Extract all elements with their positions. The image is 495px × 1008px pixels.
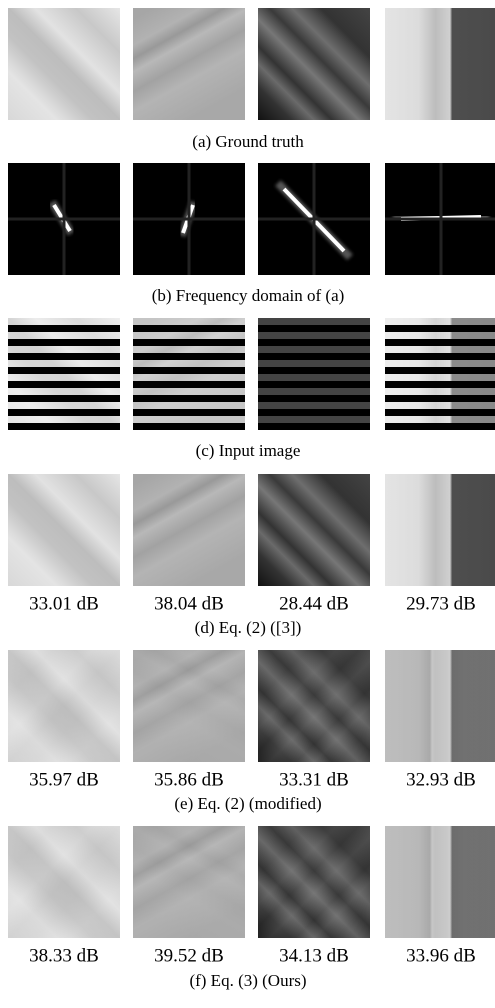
image-tile: [8, 826, 120, 938]
stripe: [8, 325, 120, 332]
image-tile: [385, 8, 495, 120]
image-tile: [258, 163, 370, 275]
stripe: [258, 381, 370, 388]
caption: (d) Eq. (2) ([3]): [195, 618, 302, 637]
stripe: [133, 325, 245, 332]
caption: (c) Input image: [196, 441, 301, 460]
image-tile: [133, 163, 245, 275]
stripe: [133, 423, 245, 430]
image-tile: [8, 163, 120, 275]
tile-texture: [258, 826, 370, 938]
image-tile: [133, 826, 245, 938]
tile-texture: [8, 650, 120, 762]
stripe: [385, 353, 495, 360]
stripe: [8, 367, 120, 374]
psnr-label: 38.04 dB: [154, 593, 224, 614]
stripe: [258, 395, 370, 402]
tile-bg: [385, 474, 495, 586]
image-tile: [133, 318, 245, 430]
image-tile: [133, 474, 245, 586]
stripe: [385, 325, 495, 332]
psnr-label: 33.96 dB: [406, 945, 476, 966]
image-tile: [258, 318, 370, 430]
stripe: [8, 339, 120, 346]
image-tile: [133, 650, 245, 762]
psnr-label: 29.73 dB: [406, 593, 476, 614]
stripe: [385, 381, 495, 388]
psnr-label: 38.33 dB: [29, 945, 99, 966]
stripe: [8, 381, 120, 388]
tile-texture: [133, 826, 245, 938]
caption: (e) Eq. (2) (modified): [174, 794, 321, 813]
image-tile: [258, 8, 370, 120]
stripe: [258, 325, 370, 332]
tile-texture: [385, 826, 495, 938]
psnr-label: 33.01 dB: [29, 593, 99, 614]
image-tile: [8, 650, 120, 762]
caption: (f) Eq. (3) (Ours): [189, 971, 306, 990]
image-tile: [8, 8, 120, 120]
tile-bg: [8, 8, 120, 120]
stripe: [133, 367, 245, 374]
stripe: [8, 423, 120, 430]
image-tile: [8, 474, 120, 586]
figure: (a) Ground truth (b) Frequency domain of …: [0, 0, 495, 1008]
stripe: [385, 367, 495, 374]
image-tile: [258, 474, 370, 586]
tile-bg: [385, 8, 495, 120]
stripe: [258, 409, 370, 416]
tile-texture: [133, 650, 245, 762]
image-tile: [385, 826, 495, 938]
stripe: [133, 409, 245, 416]
psnr-label: 35.86 dB: [154, 769, 224, 790]
image-tile: [385, 650, 495, 762]
stripe: [385, 395, 495, 402]
image-tile: [258, 650, 370, 762]
tile-texture: [8, 826, 120, 938]
tile-bg: [258, 8, 370, 120]
image-tile: [385, 318, 495, 430]
page: (a) Ground truth (b) Frequency domain of …: [0, 0, 495, 1008]
image-tile: [385, 474, 495, 586]
psnr-label: 34.13 dB: [279, 945, 349, 966]
stripe: [258, 423, 370, 430]
stripe: [133, 339, 245, 346]
caption: (a) Ground truth: [192, 132, 304, 151]
psnr-label: 32.93 dB: [406, 769, 476, 790]
image-tile: [258, 826, 370, 938]
stripe: [8, 409, 120, 416]
tile-bg: [8, 474, 120, 586]
tile-texture: [385, 650, 495, 762]
psnr-label: 35.97 dB: [29, 769, 99, 790]
psnr-label: 39.52 dB: [154, 945, 224, 966]
stripe: [8, 395, 120, 402]
image-tile: [8, 318, 120, 430]
stripe: [258, 353, 370, 360]
caption: (b) Frequency domain of (a): [152, 286, 345, 305]
tile-texture: [258, 650, 370, 762]
stripe: [385, 409, 495, 416]
image-tile: [133, 8, 245, 120]
stripe: [385, 423, 495, 430]
stripe: [258, 339, 370, 346]
image-tile: [385, 163, 495, 275]
stripe: [258, 367, 370, 374]
stripe: [8, 353, 120, 360]
tile-bg: [258, 474, 370, 586]
tile-bg: [133, 8, 245, 120]
stripe: [133, 395, 245, 402]
psnr-label: 28.44 dB: [279, 593, 349, 614]
stripe: [133, 353, 245, 360]
stripe: [385, 339, 495, 346]
tile-bg: [133, 474, 245, 586]
psnr-label: 33.31 dB: [279, 769, 349, 790]
stripe: [133, 381, 245, 388]
